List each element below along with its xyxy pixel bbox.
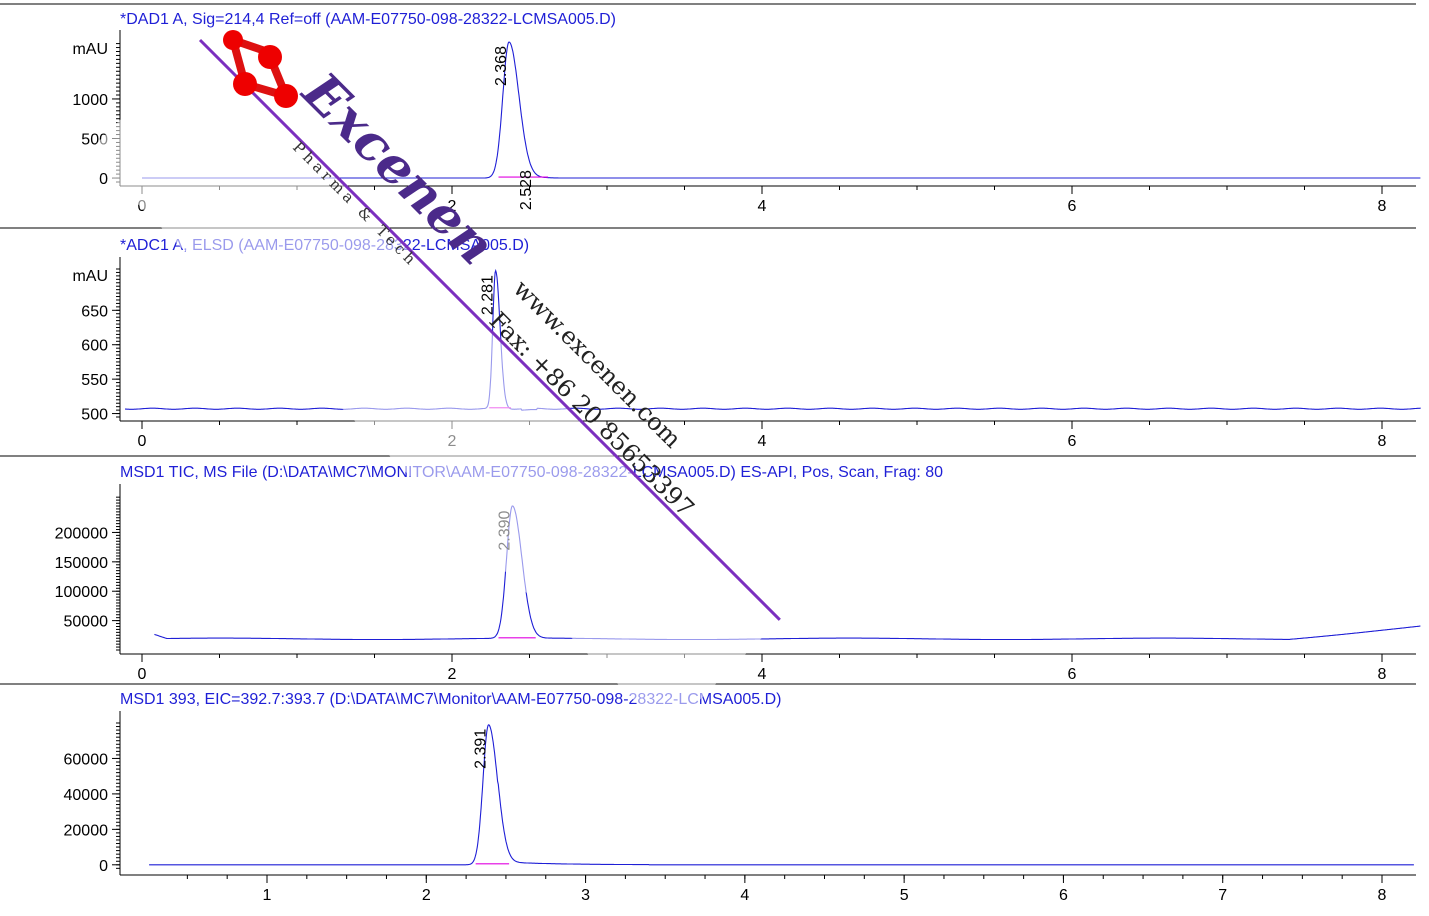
x-tick-label: 2 (448, 666, 457, 683)
y-tick-label: 500 (81, 131, 108, 148)
chart-title: *DAD1 A, Sig=214,4 Ref=off (AAM-E07750-0… (120, 11, 616, 28)
y-tick-label: 200000 (55, 525, 108, 542)
chromatogram-panel-3: MSD1 TIC, MS File (D:\DATA\MC7\MONITOR\A… (55, 464, 1421, 683)
y-tick-label: 650 (81, 303, 108, 320)
chart-title: MSD1 TIC, MS File (D:\DATA\MC7\MONITOR\A… (120, 464, 943, 481)
x-tick-label: 2 (422, 887, 431, 904)
y-tick-label: 60000 (64, 751, 109, 768)
signal-trace (149, 724, 1414, 866)
peak-retention-label: 2.391 (473, 729, 490, 769)
chart-title: *ADC1 A, ELSD (AAM-E07750-098-28322-LCMS… (120, 237, 529, 254)
x-tick-label: 8 (1378, 198, 1387, 215)
chromatogram-panel-2: *ADC1 A, ELSD (AAM-E07750-098-28322-LCMS… (72, 237, 1421, 450)
x-tick-label: 6 (1068, 198, 1077, 215)
y-tick-label: 40000 (64, 787, 109, 804)
x-tick-label: 2 (448, 198, 457, 215)
peak-retention-label: 2.390 (496, 510, 513, 550)
x-tick-label: 8 (1378, 433, 1387, 450)
y-tick-label: 50000 (64, 614, 109, 631)
y-tick-label: 150000 (55, 555, 108, 572)
signal-trace (142, 41, 1421, 179)
x-tick-label: 4 (758, 433, 767, 450)
x-tick-label: 4 (758, 666, 767, 683)
y-axis-unit-label: mAU (72, 268, 108, 285)
x-tick-label: 5 (900, 887, 909, 904)
y-tick-label: 0 (99, 171, 108, 188)
signal-trace (154, 505, 1421, 641)
x-tick-label: 1 (263, 887, 272, 904)
y-tick-label: 1000 (72, 92, 108, 109)
peak-retention-label: 2.528 (518, 170, 535, 210)
peak-retention-label: 2.281 (480, 275, 497, 315)
peak-retention-label: 2.368 (493, 46, 510, 86)
x-tick-label: 4 (740, 887, 749, 904)
y-tick-label: 500 (81, 407, 108, 424)
y-tick-label: 100000 (55, 584, 108, 601)
chart-title: MSD1 393, EIC=392.7:393.7 (D:\DATA\MC7\M… (120, 691, 782, 708)
chromatogram-panel-4: MSD1 393, EIC=392.7:393.7 (D:\DATA\MC7\M… (64, 691, 1416, 904)
x-tick-label: 3 (581, 887, 590, 904)
signal-trace (125, 268, 1421, 411)
x-tick-label: 0 (138, 666, 147, 683)
x-tick-label: 4 (758, 198, 767, 215)
y-tick-label: 20000 (64, 822, 109, 839)
x-tick-label: 6 (1068, 666, 1077, 683)
chromatogram-panel-1: *DAD1 A, Sig=214,4 Ref=off (AAM-E07750-0… (72, 11, 1421, 215)
x-tick-label: 7 (1218, 887, 1227, 904)
y-tick-label: 0 (99, 858, 108, 875)
x-tick-label: 2 (448, 433, 457, 450)
y-tick-label: 550 (81, 372, 108, 389)
x-tick-label: 8 (1378, 887, 1387, 904)
x-tick-label: 0 (138, 198, 147, 215)
y-tick-label: 600 (81, 338, 108, 355)
y-axis-unit-label: mAU (72, 41, 108, 58)
x-tick-label: 6 (1068, 433, 1077, 450)
x-tick-label: 6 (1059, 887, 1068, 904)
x-tick-label: 0 (138, 433, 147, 450)
x-tick-label: 8 (1378, 666, 1387, 683)
